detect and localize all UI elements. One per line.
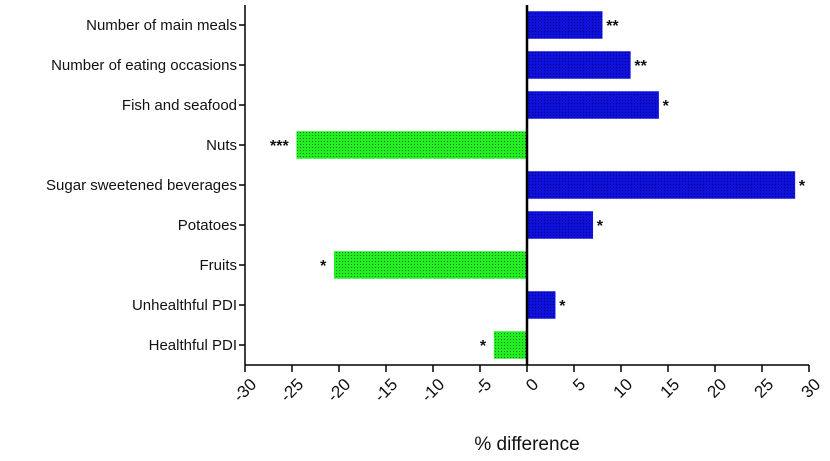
bar bbox=[526, 91, 659, 119]
significance-label: * bbox=[559, 298, 566, 315]
significance-label: *** bbox=[270, 138, 289, 155]
bar bbox=[526, 171, 796, 199]
significance-label: ** bbox=[634, 58, 647, 75]
x-tick-label: 25 bbox=[750, 375, 777, 402]
category-label: Potatoes bbox=[178, 217, 237, 234]
bar-group bbox=[296, 11, 796, 359]
x-tick-label: 15 bbox=[656, 375, 683, 402]
x-tick-label: 10 bbox=[609, 375, 636, 402]
bar bbox=[526, 11, 603, 39]
bar bbox=[493, 331, 528, 359]
significance-label: * bbox=[320, 258, 327, 275]
bar bbox=[526, 291, 556, 319]
category-label: Fish and seafood bbox=[122, 97, 237, 114]
significance-label: * bbox=[799, 178, 806, 195]
category-label: Number of eating occasions bbox=[51, 57, 237, 74]
significance-label: * bbox=[480, 338, 487, 355]
category-label: Sugar sweetened beverages bbox=[46, 177, 237, 194]
x-tick-label: 5 bbox=[569, 375, 589, 395]
bar bbox=[296, 131, 528, 159]
significance-labels: ************* bbox=[270, 18, 806, 355]
x-ticks: -30 -25 -20 -15 -10 -5 0 5 10 15 20 25 30 bbox=[229, 365, 824, 406]
category-label: Fruits bbox=[200, 257, 238, 274]
category-labels: Number of main meals Number of eating occ… bbox=[46, 17, 237, 354]
bar bbox=[334, 251, 528, 279]
x-tick-label: -5 bbox=[471, 375, 495, 399]
significance-label: * bbox=[597, 218, 604, 235]
x-tick-label: -10 bbox=[417, 375, 448, 406]
bar bbox=[526, 211, 594, 239]
bar bbox=[526, 51, 631, 79]
x-tick-label: -15 bbox=[370, 375, 401, 406]
x-axis-title: % difference bbox=[474, 434, 579, 455]
category-label: Number of main meals bbox=[86, 17, 237, 34]
x-tick-label: 20 bbox=[703, 375, 730, 402]
x-tick-label: -20 bbox=[323, 375, 354, 406]
category-label: Healthful PDI bbox=[149, 337, 237, 354]
significance-label: ** bbox=[606, 18, 619, 35]
category-label: Nuts bbox=[206, 137, 237, 154]
x-tick-label: -30 bbox=[229, 375, 260, 406]
x-tick-label: 0 bbox=[522, 375, 542, 395]
x-tick-label: 30 bbox=[797, 375, 824, 402]
significance-label: * bbox=[663, 98, 670, 115]
category-label: Unhealthful PDI bbox=[132, 297, 237, 314]
x-tick-label: -25 bbox=[276, 375, 307, 406]
